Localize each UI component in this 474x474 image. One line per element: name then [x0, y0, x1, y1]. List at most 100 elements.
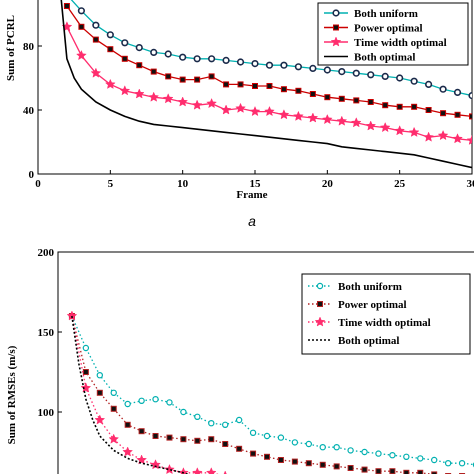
legend: Both uniform Power optimal Time width opti…: [301, 273, 471, 355]
y-tick-label: 150: [38, 327, 55, 339]
point-marker-both-uniform: [135, 43, 143, 52]
point-marker-power-optimal: [469, 113, 472, 120]
x-tick-label: 5: [108, 178, 114, 190]
legend-label-time-width-optimal: Time width optimal: [338, 317, 431, 329]
legend-label-both-optimal: Both optimal: [338, 335, 399, 347]
point-marker-time-width-optimal: [148, 91, 160, 102]
point-marker-power-optimal: [166, 434, 173, 441]
point-marker-both-uniform: [468, 92, 472, 100]
point-marker-both-uniform: [277, 434, 285, 441]
point-marker-both-uniform: [265, 61, 274, 69]
point-marker-time-width-optimal: [119, 85, 131, 96]
series-line-both-optimal: [60, 0, 472, 169]
point-marker-power-optimal: [180, 436, 187, 443]
point-marker-power-optimal: [121, 55, 128, 62]
point-marker-time-width-optimal: [423, 131, 435, 142]
point-marker-both-uniform: [316, 282, 324, 290]
point-marker-both-uniform: [221, 421, 229, 428]
point-marker-both-uniform: [375, 450, 382, 457]
point-marker-power-optimal: [96, 389, 103, 396]
point-marker-both-uniform: [333, 444, 340, 451]
point-marker-power-optimal: [347, 465, 354, 471]
point-marker-both-uniform: [410, 77, 418, 85]
point-marker-time-width-optimal: [437, 129, 449, 141]
point-marker-time-width-optimal: [249, 105, 261, 117]
point-marker-both-uniform: [332, 9, 340, 17]
point-marker-both-uniform: [150, 48, 158, 57]
point-marker-power-optimal: [208, 436, 215, 443]
point-marker-power-optimal: [291, 458, 298, 465]
y-tick-label: 200: [38, 247, 55, 259]
point-marker-time-width-optimal: [177, 96, 189, 107]
point-marker-power-optimal: [136, 62, 143, 69]
point-marker-both-uniform: [152, 396, 159, 403]
point-marker-time-width-optimal: [122, 446, 134, 457]
point-marker-power-optimal: [92, 36, 99, 43]
point-marker-both-uniform: [106, 31, 114, 39]
point-marker-both-uniform: [77, 7, 85, 15]
point-marker-power-optimal: [152, 433, 159, 439]
point-marker-time-width-optimal: [191, 467, 203, 474]
point-marker-power-optimal: [319, 461, 326, 468]
point-marker-power-optimal: [63, 3, 70, 9]
point-marker-both-uniform: [323, 66, 331, 74]
point-marker-time-width-optimal: [104, 78, 116, 89]
point-marker-power-optimal: [138, 428, 145, 435]
legend-label-both-optimal: Both optimal: [354, 52, 415, 64]
point-marker-both-uniform: [280, 61, 288, 69]
point-marker-both-uniform: [396, 74, 404, 82]
point-marker-time-width-optimal: [336, 115, 348, 126]
point-marker-both-uniform: [309, 64, 317, 72]
point-marker-both-uniform: [164, 50, 172, 58]
point-marker-power-optimal: [425, 107, 432, 113]
x-tick-label: 0: [35, 178, 41, 190]
point-marker-both-uniform: [425, 80, 433, 88]
point-marker-time-width-optimal: [162, 93, 174, 104]
point-marker-both-uniform: [291, 439, 299, 446]
point-marker-both-uniform: [194, 413, 201, 420]
x-tick-label: 25: [394, 178, 406, 190]
point-marker-power-optimal: [367, 99, 374, 105]
point-marker-both-uniform: [208, 55, 216, 63]
point-marker-both-uniform: [193, 55, 201, 63]
x-tick-label: 20: [322, 178, 334, 190]
point-marker-power-optimal: [237, 81, 244, 88]
point-marker-both-uniform: [92, 21, 100, 29]
point-marker-both-uniform: [403, 453, 410, 460]
point-marker-time-width-optimal: [75, 49, 87, 61]
point-marker-power-optimal: [165, 73, 172, 80]
plot-area-frame: [57, 251, 474, 474]
point-marker-power-optimal: [309, 91, 316, 97]
point-marker-power-optimal: [324, 94, 331, 101]
point-marker-time-width-optimal: [206, 97, 218, 109]
point-marker-time-width-optimal: [292, 110, 304, 121]
point-marker-both-uniform: [389, 452, 396, 459]
point-marker-power-optimal: [389, 468, 396, 474]
point-marker-power-optimal: [150, 68, 157, 75]
point-marker-both-uniform: [319, 444, 326, 451]
x-tick-label: 15: [250, 178, 262, 190]
point-marker-both-uniform: [110, 389, 117, 396]
point-marker-time-width-optimal: [321, 113, 333, 125]
point-marker-time-width-optimal: [90, 67, 102, 78]
point-marker-power-optimal: [78, 23, 85, 30]
point-marker-power-optimal: [194, 76, 201, 83]
point-marker-both-uniform: [305, 440, 312, 448]
point-marker-time-width-optimal: [220, 104, 232, 115]
point-marker-both-uniform: [417, 455, 424, 462]
point-marker-both-uniform: [208, 420, 215, 427]
legend-label-time-width-optimal: Time width optimal: [354, 37, 447, 49]
point-marker-power-optimal: [266, 83, 273, 89]
point-marker-both-uniform: [179, 53, 187, 61]
point-marker-both-uniform: [251, 59, 259, 68]
point-marker-power-optimal: [222, 441, 229, 447]
point-marker-power-optimal: [179, 76, 186, 83]
point-marker-power-optimal: [361, 466, 368, 473]
point-marker-power-optimal: [223, 81, 230, 88]
point-marker-power-optimal: [264, 453, 270, 460]
point-marker-time-width-optimal: [379, 121, 391, 133]
point-marker-power-optimal: [208, 73, 215, 80]
point-marker-power-optimal: [124, 421, 131, 428]
rmse-chart: Sum of RMSEs (m/s) 100 150 200 Both uniform…: [6, 247, 474, 474]
legend-label-both-uniform: Both uniform: [354, 8, 418, 20]
